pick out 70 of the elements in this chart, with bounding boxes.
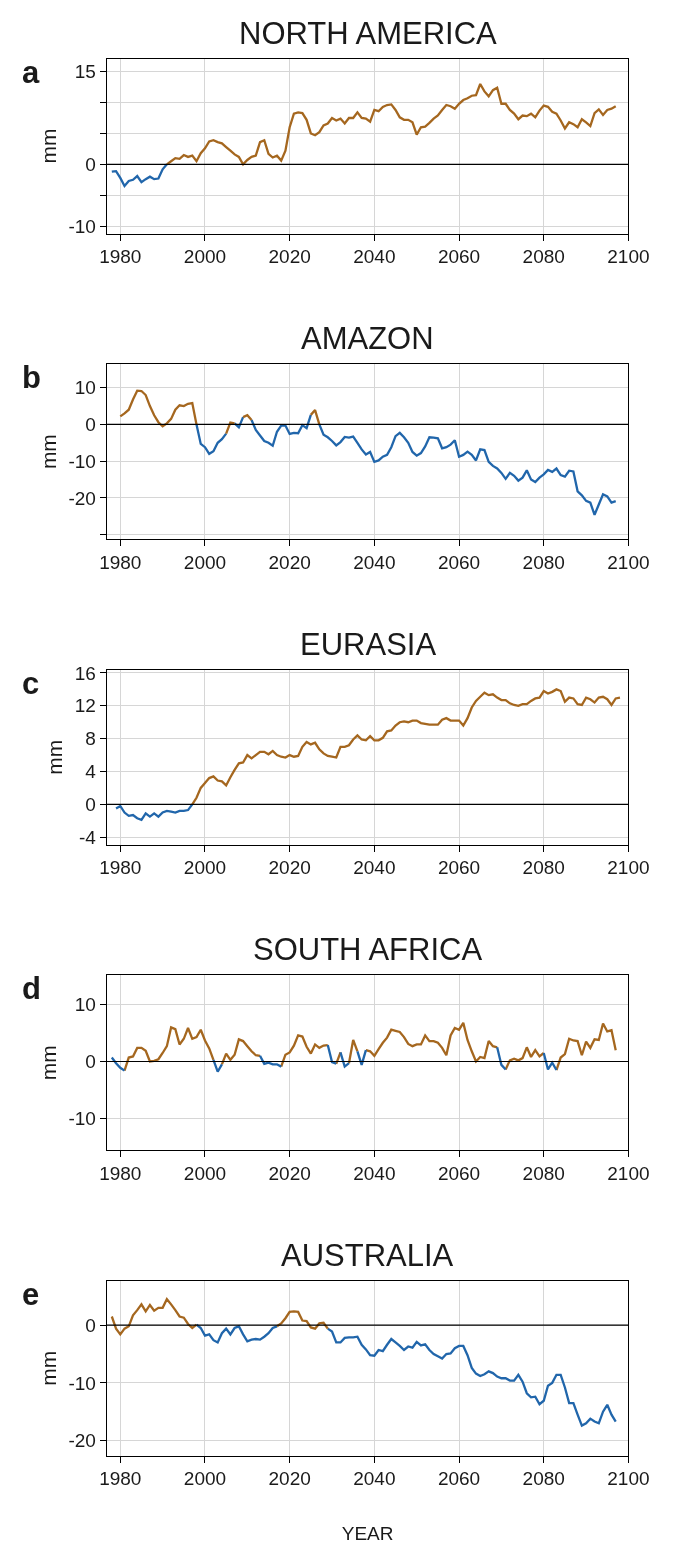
text: a [22, 55, 40, 90]
x-tick-label: 1980 [99, 246, 142, 268]
y-tick-label: -10 [68, 1107, 96, 1129]
x-tick-label: 1980 [99, 857, 142, 879]
x-tick-label: 2020 [268, 246, 311, 268]
x-tick-label: 2020 [268, 1162, 311, 1184]
x-tick-label: 2000 [183, 1162, 227, 1184]
y-tick-label: 16 [74, 662, 96, 684]
x-tick-label: 2020 [268, 1468, 311, 1490]
chart-title: AMAZON [301, 321, 434, 356]
y-tick-label: -20 [68, 487, 96, 509]
y-axis-title: mm [36, 1350, 60, 1386]
x-axis-title: YEAR [341, 1523, 394, 1545]
text: d [22, 971, 41, 1006]
x-tick-label: 2040 [353, 1468, 396, 1490]
x-tick-label: 2040 [353, 551, 396, 573]
x-tick-label: 2100 [607, 857, 650, 879]
x-tick-label: 2080 [522, 246, 565, 268]
x-tick-label: 2060 [437, 1162, 481, 1184]
x-tick-label: 2000 [183, 857, 227, 879]
y-axis-title: mm [36, 434, 60, 470]
x-tick-label: 2080 [522, 551, 565, 573]
x-tick-label: 2060 [437, 1468, 481, 1490]
y-tick-label: 8 [85, 728, 96, 750]
x-tick-label: 2060 [437, 857, 481, 879]
y-tick-label: -10 [68, 1372, 96, 1394]
x-tick-label: 2020 [268, 857, 311, 879]
y-axis-title: mm [36, 1045, 60, 1081]
y-tick-label: 0 [85, 414, 96, 436]
x-tick-label: 2080 [522, 1468, 565, 1490]
text: b [22, 360, 41, 395]
y-tick-label: 10 [74, 994, 96, 1016]
chart-title: EURASIA [300, 627, 437, 662]
x-tick-label: 1980 [99, 1468, 142, 1490]
chart-title: AUSTRALIA [281, 1238, 454, 1273]
x-tick-label: 2060 [437, 551, 481, 573]
text: e [22, 1277, 40, 1312]
x-tick-label: 2100 [607, 246, 650, 268]
y-tick-label: 12 [74, 695, 96, 717]
y-tick-label: 0 [85, 1314, 96, 1336]
x-tick-label: 2000 [183, 1468, 227, 1490]
y-tick-label: 0 [85, 1051, 96, 1073]
y-tick-label: 0 [85, 793, 96, 815]
y-tick-label: 10 [74, 377, 96, 399]
y-tick-label: 0 [85, 153, 96, 175]
x-tick-label: 2040 [353, 246, 396, 268]
y-axis-title: mm [42, 739, 66, 775]
y-tick-label: -4 [79, 826, 97, 848]
x-tick-label: 2100 [607, 1468, 650, 1490]
x-tick-label: 2040 [353, 1162, 396, 1184]
x-tick-label: 1980 [99, 1162, 142, 1184]
y-tick-label: -10 [68, 450, 96, 472]
x-tick-label: 2080 [522, 1162, 565, 1184]
x-tick-label: 2060 [437, 246, 481, 268]
x-tick-label: 1980 [99, 551, 142, 573]
x-tick-label: 2000 [183, 551, 227, 573]
y-tick-label: -10 [68, 215, 96, 237]
y-tick-label: 15 [74, 61, 96, 83]
x-tick-label: 2000 [183, 246, 227, 268]
y-tick-label: 4 [85, 761, 97, 783]
y-tick-label: -20 [68, 1430, 96, 1452]
y-axis-title: mm [36, 128, 60, 164]
x-tick-label: 2020 [268, 551, 311, 573]
x-tick-label: 2100 [607, 1162, 650, 1184]
chart-title: NORTH AMERICA [239, 16, 498, 51]
x-tick-label: 2040 [353, 857, 396, 879]
chart-title: SOUTH AFRICA [253, 932, 483, 967]
x-tick-label: 2080 [522, 857, 565, 879]
x-tick-label: 2100 [607, 551, 650, 573]
text: c [22, 666, 40, 701]
